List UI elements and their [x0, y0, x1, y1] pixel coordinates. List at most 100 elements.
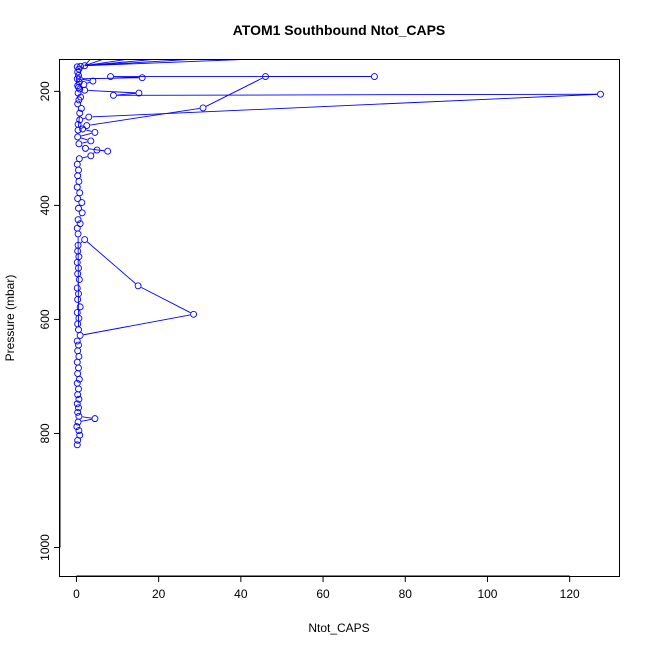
data-point — [74, 370, 82, 378]
data-point — [74, 320, 82, 328]
chart-title: ATOM1 Southbound Ntot_CAPS — [233, 22, 446, 38]
data-point — [75, 204, 82, 212]
x-tick-label: 60 — [316, 587, 330, 601]
series-line-segment — [93, 152, 95, 154]
data-point — [89, 77, 97, 85]
series-line-segment — [82, 78, 90, 81]
x-tick-label: 100 — [477, 587, 497, 601]
data-point — [73, 75, 81, 83]
data-point — [75, 326, 82, 334]
data-point — [73, 423, 81, 431]
data-point — [73, 441, 81, 449]
data-point — [76, 303, 84, 311]
data-point — [74, 230, 82, 238]
data-point — [87, 152, 95, 160]
data-point — [78, 199, 86, 206]
data-point — [74, 126, 82, 134]
excursion-line — [84, 60, 241, 67]
y-axis-label: Pressure (mbar) — [3, 275, 17, 362]
data-point — [74, 347, 82, 355]
series-line-segment — [80, 241, 83, 244]
series-line-segment — [92, 93, 598, 118]
data-point — [74, 247, 82, 255]
data-point — [73, 400, 81, 408]
x-axis: 0 20 40 60 80 100 120 — [73, 575, 580, 601]
data-point — [75, 341, 82, 349]
data-point — [74, 216, 82, 224]
data-point — [73, 160, 81, 168]
series-line-segment — [86, 81, 90, 84]
data-point — [87, 137, 95, 145]
data-point — [85, 113, 93, 121]
series-line-segment — [81, 418, 92, 422]
series-line-segment — [205, 77, 263, 107]
data-point — [75, 385, 82, 393]
data-point — [597, 90, 604, 98]
data-point — [75, 78, 83, 86]
data-point — [75, 140, 83, 148]
series-line-segment — [82, 416, 92, 419]
data-point — [75, 404, 82, 412]
data-point — [83, 122, 91, 130]
data-point — [91, 415, 99, 423]
x-tick-label: 80 — [399, 587, 413, 601]
data-point — [73, 309, 81, 317]
excursion-line — [84, 60, 103, 67]
series-line-segment — [80, 126, 84, 129]
data-point — [74, 296, 82, 303]
series-line-segment — [79, 215, 81, 217]
data-point — [76, 331, 84, 339]
series-line-segment — [82, 117, 86, 120]
data-point — [262, 73, 269, 80]
y-axis: 200 400 600 800 1000 — [38, 81, 61, 561]
y-tick-label: 400 — [38, 195, 52, 215]
data-point — [73, 358, 81, 366]
series-line-segment — [80, 137, 88, 141]
series-line-segment — [116, 93, 598, 96]
data-point — [75, 412, 83, 420]
data-point — [75, 353, 83, 360]
data-point — [79, 125, 87, 133]
data-point — [76, 116, 84, 124]
series-line-segment — [90, 107, 200, 126]
x-tick-label: 20 — [152, 587, 166, 601]
series-line-segment — [80, 132, 92, 137]
x-tick-label: 120 — [560, 587, 580, 601]
series-line-segment — [85, 129, 92, 132]
data-point — [134, 282, 142, 290]
data-point — [74, 100, 82, 108]
data-point — [76, 431, 84, 439]
data-point — [199, 104, 207, 112]
x-axis-label: Ntot_CAPS — [308, 621, 369, 635]
data-point — [82, 144, 89, 152]
series-line-segment — [81, 145, 83, 147]
data-point — [91, 128, 99, 136]
y-tick-label: 800 — [38, 423, 52, 443]
series-line-segment — [116, 92, 136, 96]
data-point — [78, 209, 86, 217]
data-point — [74, 82, 82, 90]
data-point — [76, 220, 84, 228]
data-point — [75, 155, 83, 163]
data-point — [107, 73, 115, 80]
series-line-segment — [88, 89, 136, 94]
data-point — [73, 337, 81, 345]
data-point — [75, 427, 83, 435]
data-point — [370, 73, 378, 80]
excursion-line — [84, 60, 126, 67]
x-tick-label: 0 — [73, 587, 80, 601]
data-point — [93, 146, 101, 154]
plot-frame — [59, 59, 620, 577]
data-point — [74, 270, 82, 278]
data-point — [75, 276, 83, 283]
series-line-segment — [82, 141, 88, 144]
data-point — [75, 314, 83, 322]
excursion-line — [84, 60, 188, 67]
series-line-segment — [87, 241, 136, 284]
data-point — [73, 284, 81, 292]
data-point — [109, 91, 117, 99]
data-point — [74, 195, 82, 203]
data-point — [76, 189, 84, 197]
data-point — [74, 408, 82, 416]
